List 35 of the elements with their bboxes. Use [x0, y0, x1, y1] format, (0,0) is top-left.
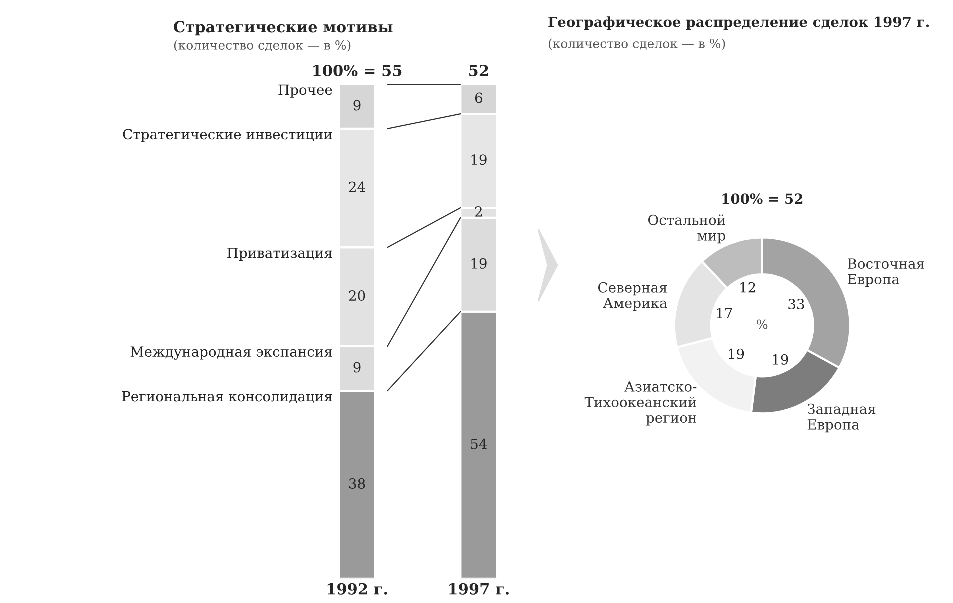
- chart-title: Стратегические мотивы: [174, 21, 393, 36]
- data-label: 9: [354, 100, 361, 111]
- x-tick-label: 1997 г.: [450, 583, 509, 595]
- data-label: 12: [740, 282, 756, 293]
- data-label: 6: [475, 92, 482, 104]
- text: 52: [470, 64, 488, 77]
- data-label: 19: [472, 154, 487, 166]
- series-label: Приватизация: [228, 248, 332, 262]
- slice-label: Остальной мир: [648, 214, 726, 244]
- text: %: [757, 320, 768, 330]
- series-label: Международная экспансия: [130, 346, 332, 360]
- slice-label: Западная Европа: [808, 404, 876, 433]
- slice-label: Азиатско- Тихоокеанский регион: [584, 382, 697, 426]
- data-label: 33: [788, 298, 804, 310]
- chart-title: Географическое распределение сделок 1997 г.: [548, 16, 930, 30]
- data-label: 19: [472, 258, 487, 269]
- data-label: 19: [773, 354, 788, 365]
- text: 100% = 52: [722, 194, 803, 204]
- slice-label: Северная Америка: [598, 282, 668, 312]
- data-label: 17: [717, 308, 732, 318]
- text: 100% = 55: [314, 64, 402, 77]
- series-label: Региональная консолидация: [122, 391, 332, 404]
- data-label: 20: [349, 290, 366, 302]
- chart-subtitle: (количество сделок — в %): [548, 38, 726, 50]
- data-label: 9: [354, 362, 361, 373]
- data-label: 54: [471, 438, 488, 450]
- data-label: 19: [729, 348, 744, 360]
- chart-subtitle: (количество сделок — в %): [174, 40, 351, 52]
- x-tick-label: 1992 г.: [328, 583, 388, 595]
- data-label: 24: [349, 182, 366, 192]
- series-label: Прочее: [278, 84, 332, 98]
- data-label: 2: [475, 206, 482, 217]
- data-label: 38: [349, 478, 366, 489]
- slice-label: Восточная Европа: [848, 258, 924, 288]
- series-label: Стратегические инвестиции: [123, 129, 332, 142]
